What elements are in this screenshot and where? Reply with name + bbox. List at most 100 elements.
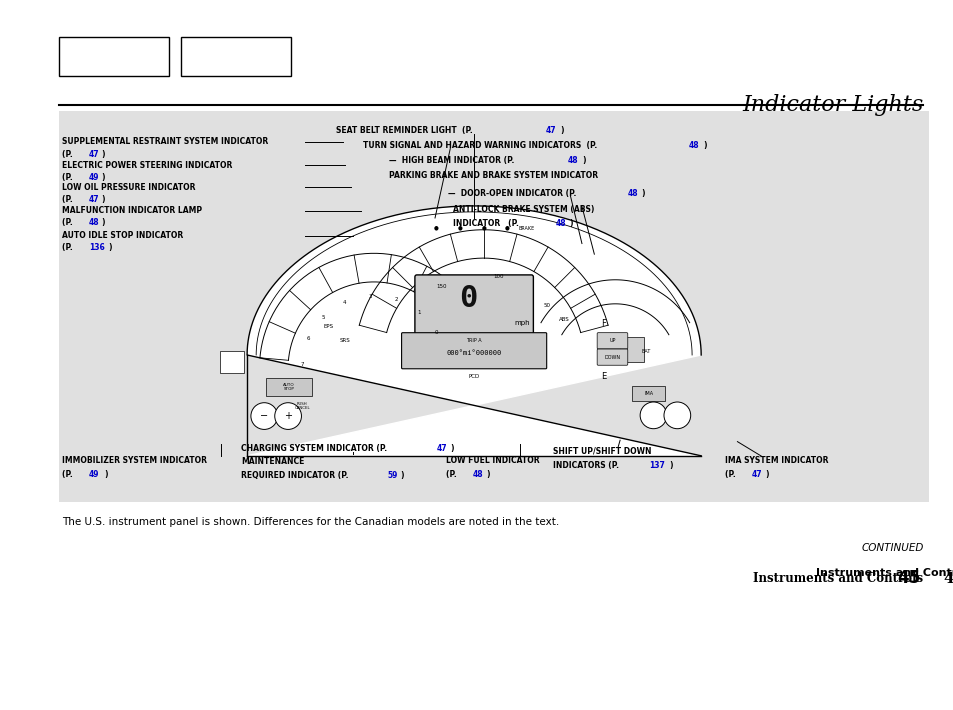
Text: CHARGING SYSTEM INDICATOR (P.: CHARGING SYSTEM INDICATOR (P. [241, 444, 390, 453]
Polygon shape [247, 206, 700, 456]
Text: Instruments and Controls: Instruments and Controls [753, 572, 923, 584]
Text: ): ) [640, 189, 644, 197]
Text: 48: 48 [556, 219, 566, 228]
Text: ): ) [486, 470, 490, 479]
Text: ANTI-LOCK BRAKE SYSTEM (ABS): ANTI-LOCK BRAKE SYSTEM (ABS) [453, 205, 594, 214]
Circle shape [274, 403, 301, 430]
Text: ): ) [102, 218, 105, 226]
Text: REQUIRED INDICATOR (P.: REQUIRED INDICATOR (P. [241, 471, 351, 480]
Text: ): ) [400, 471, 404, 480]
Bar [59, 111, 928, 502]
Text: (P.: (P. [62, 470, 75, 479]
Text: ●: ● [434, 226, 437, 231]
Text: 2: 2 [394, 297, 397, 302]
Text: DOWN: DOWN [604, 354, 619, 360]
Text: TURN SIGNAL AND HAZARD WARNING INDICATORS  (P.: TURN SIGNAL AND HAZARD WARNING INDICATOR… [362, 141, 598, 150]
Text: BAT: BAT [640, 349, 650, 354]
Text: ): ) [581, 156, 585, 165]
Text: —  DOOR-OPEN INDICATOR (P.: — DOOR-OPEN INDICATOR (P. [448, 189, 578, 197]
Bar [220, 351, 244, 373]
Text: (P.: (P. [446, 470, 459, 479]
Text: 6: 6 [307, 336, 310, 342]
Text: LOW FUEL INDICATOR: LOW FUEL INDICATOR [446, 456, 539, 464]
Text: F: F [600, 319, 606, 327]
Text: AUTO
STOP: AUTO STOP [283, 383, 294, 391]
Text: 45: 45 [896, 569, 919, 587]
Text: 50: 50 [543, 302, 551, 307]
Text: ): ) [102, 173, 105, 182]
Text: 5: 5 [321, 315, 325, 320]
Text: 45: 45 [923, 572, 953, 586]
Text: 48: 48 [567, 156, 578, 165]
Text: ): ) [702, 141, 706, 150]
Text: 47: 47 [89, 150, 99, 158]
Text: TRIP A: TRIP A [466, 338, 481, 343]
Text: SRS: SRS [339, 338, 351, 344]
Text: 49: 49 [89, 173, 99, 182]
Text: (P.: (P. [62, 173, 75, 182]
Text: 47: 47 [545, 126, 556, 135]
Text: 48: 48 [627, 189, 638, 197]
FancyBboxPatch shape [597, 333, 627, 349]
Text: INDICATOR   (P.: INDICATOR (P. [453, 219, 521, 228]
Text: 48: 48 [688, 141, 699, 150]
FancyBboxPatch shape [415, 275, 533, 336]
Text: ): ) [104, 470, 108, 479]
Text: ●: ● [457, 226, 461, 231]
Text: 000°mi°000000: 000°mi°000000 [446, 351, 501, 356]
Text: IMA: IMA [643, 391, 653, 396]
Text: 150: 150 [436, 284, 447, 289]
Text: ●: ● [505, 226, 509, 231]
Text: ●: ● [481, 226, 485, 231]
Text: mph: mph [514, 320, 530, 327]
Text: −: − [260, 411, 268, 421]
Text: CONTINUED: CONTINUED [861, 543, 923, 553]
Text: The U.S. instrument panel is shown. Differences for the Canadian models are note: The U.S. instrument panel is shown. Diff… [62, 517, 558, 527]
Text: (P.: (P. [62, 244, 75, 252]
Text: UP: UP [609, 338, 615, 344]
Text: PUSH
CANCEL: PUSH CANCEL [294, 402, 310, 410]
Text: ): ) [559, 126, 563, 135]
Text: SUPPLEMENTAL RESTRAINT SYSTEM INDICATOR: SUPPLEMENTAL RESTRAINT SYSTEM INDICATOR [62, 138, 268, 146]
Text: 137: 137 [648, 461, 664, 469]
Bar [59, 37, 169, 76]
Text: MALFUNCTION INDICATOR LAMP: MALFUNCTION INDICATOR LAMP [62, 207, 202, 215]
Circle shape [663, 402, 690, 429]
Text: (P.: (P. [62, 150, 75, 158]
Text: ): ) [108, 244, 112, 252]
FancyBboxPatch shape [597, 349, 627, 365]
Text: 59: 59 [387, 471, 397, 480]
Text: IMMOBILIZER SYSTEM INDICATOR: IMMOBILIZER SYSTEM INDICATOR [62, 456, 207, 464]
Text: 48: 48 [89, 218, 99, 226]
Bar [181, 37, 291, 76]
Text: BRAKE: BRAKE [517, 226, 535, 231]
Text: EPS: EPS [323, 324, 333, 329]
Text: 100: 100 [493, 274, 503, 279]
Text: (P.: (P. [62, 195, 75, 204]
Bar [631, 386, 664, 401]
Text: ABS: ABS [558, 317, 570, 322]
Text: PARKING BRAKE AND BRAKE SYSTEM INDICATOR: PARKING BRAKE AND BRAKE SYSTEM INDICATOR [389, 171, 598, 180]
Text: LOW OIL PRESSURE INDICATOR: LOW OIL PRESSURE INDICATOR [62, 183, 195, 192]
Text: 3: 3 [368, 294, 372, 299]
Text: Indicator Lights: Indicator Lights [741, 94, 923, 116]
Text: (P.: (P. [724, 470, 738, 479]
Text: 49: 49 [89, 470, 99, 479]
Text: 0: 0 [458, 284, 477, 313]
Text: ): ) [569, 219, 573, 228]
Text: PCD: PCD [468, 373, 479, 379]
Text: 0: 0 [434, 329, 437, 334]
Text: ): ) [102, 195, 105, 204]
Text: IMA SYSTEM INDICATOR: IMA SYSTEM INDICATOR [724, 456, 827, 464]
Text: ): ) [669, 461, 673, 469]
Text: MAINTENANCE: MAINTENANCE [241, 457, 304, 466]
Text: SEAT BELT REMINDER LIGHT  (P.: SEAT BELT REMINDER LIGHT (P. [335, 126, 475, 135]
Text: (P.: (P. [62, 218, 75, 226]
Text: —  HIGH BEAM INDICATOR (P.: — HIGH BEAM INDICATOR (P. [389, 156, 517, 165]
Circle shape [251, 403, 277, 430]
Text: 4: 4 [343, 300, 346, 305]
Text: 1: 1 [416, 310, 420, 315]
Text: SHIFT UP/SHIFT DOWN: SHIFT UP/SHIFT DOWN [553, 447, 651, 455]
Bar [266, 378, 312, 396]
Text: 48: 48 [473, 470, 483, 479]
